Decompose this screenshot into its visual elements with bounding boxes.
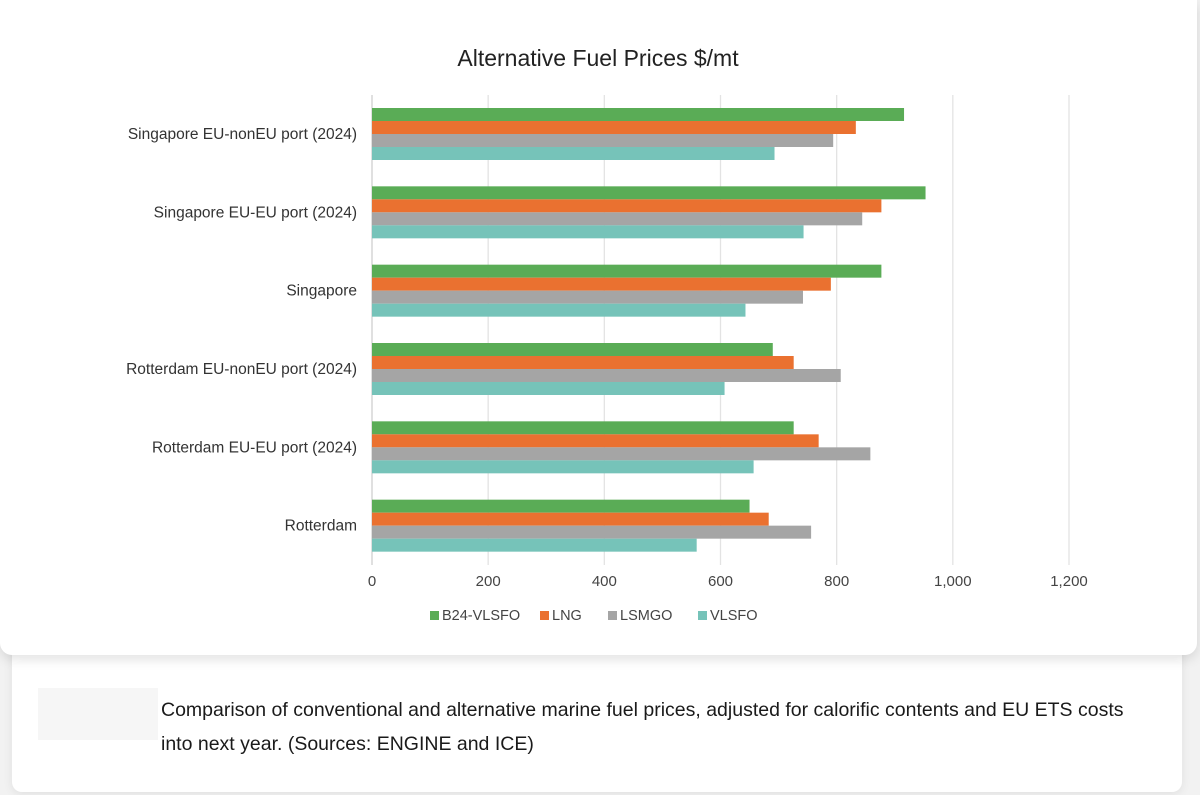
bar-lng-2 xyxy=(372,277,831,291)
chart-card: Alternative Fuel Prices $/mt Singapore E… xyxy=(0,0,1197,655)
bar-b24-vlsfo-4 xyxy=(372,421,794,435)
bar-lng-4 xyxy=(372,434,819,448)
figure-caption: Comparison of conventional and alternati… xyxy=(161,699,1124,755)
bar-lsmgo-0 xyxy=(372,134,834,147)
x-tick-label: 400 xyxy=(592,573,617,590)
legend-swatch-b24-vlsfo xyxy=(430,611,439,620)
legend-label: B24-VLSFO xyxy=(442,608,520,624)
x-tick-label: 1,200 xyxy=(1050,573,1088,590)
bar-b24-vlsfo-1 xyxy=(372,186,926,200)
legend-swatch-lng xyxy=(540,611,549,620)
y-category-label: Singapore xyxy=(286,283,357,300)
bar-vlsfo-4 xyxy=(372,460,754,474)
bar-lsmgo-5 xyxy=(372,525,812,539)
bar-b24-vlsfo-2 xyxy=(372,264,882,278)
bar-b24-vlsfo-3 xyxy=(372,343,773,356)
bar-lsmgo-2 xyxy=(372,290,803,304)
y-category-label: Singapore EU-EU port (2024) xyxy=(154,204,357,221)
bar-lng-1 xyxy=(372,199,882,213)
x-tick-label: 200 xyxy=(476,573,501,590)
x-tick-label: 0 xyxy=(368,573,376,590)
bar-b24-vlsfo-0 xyxy=(372,108,905,121)
legend-swatch-lsmgo xyxy=(608,611,617,620)
x-tick-label: 800 xyxy=(824,573,849,590)
bar-vlsfo-1 xyxy=(372,225,804,239)
bar-vlsfo-3 xyxy=(372,382,725,395)
y-category-label: Singapore EU-nonEU port (2024) xyxy=(128,126,357,143)
bar-chart: Alternative Fuel Prices $/mt Singapore E… xyxy=(126,45,1088,624)
bar-lsmgo-4 xyxy=(372,447,871,461)
image-placeholder xyxy=(38,688,158,740)
y-category-label: Rotterdam xyxy=(285,518,357,535)
bar-lsmgo-3 xyxy=(372,369,841,382)
legend-label: LSMGO xyxy=(620,608,672,624)
chart-title: Alternative Fuel Prices $/mt xyxy=(457,45,739,71)
legend-label: LNG xyxy=(552,608,582,624)
bar-vlsfo-2 xyxy=(372,303,746,317)
bar-lng-0 xyxy=(372,121,856,134)
x-tick-label: 1,000 xyxy=(934,573,972,590)
y-category-label: Rotterdam EU-EU port (2024) xyxy=(152,439,357,456)
bar-lng-3 xyxy=(372,356,794,369)
bar-lsmgo-1 xyxy=(372,212,863,226)
legend-swatch-vlsfo xyxy=(698,611,707,620)
x-tick-label: 600 xyxy=(708,573,733,590)
bar-b24-vlsfo-5 xyxy=(372,499,750,513)
bar-lng-5 xyxy=(372,512,769,526)
y-category-label: Rotterdam EU-nonEU port (2024) xyxy=(126,361,357,378)
legend-label: VLSFO xyxy=(710,608,758,624)
bar-vlsfo-0 xyxy=(372,147,775,160)
bar-vlsfo-5 xyxy=(372,538,697,552)
